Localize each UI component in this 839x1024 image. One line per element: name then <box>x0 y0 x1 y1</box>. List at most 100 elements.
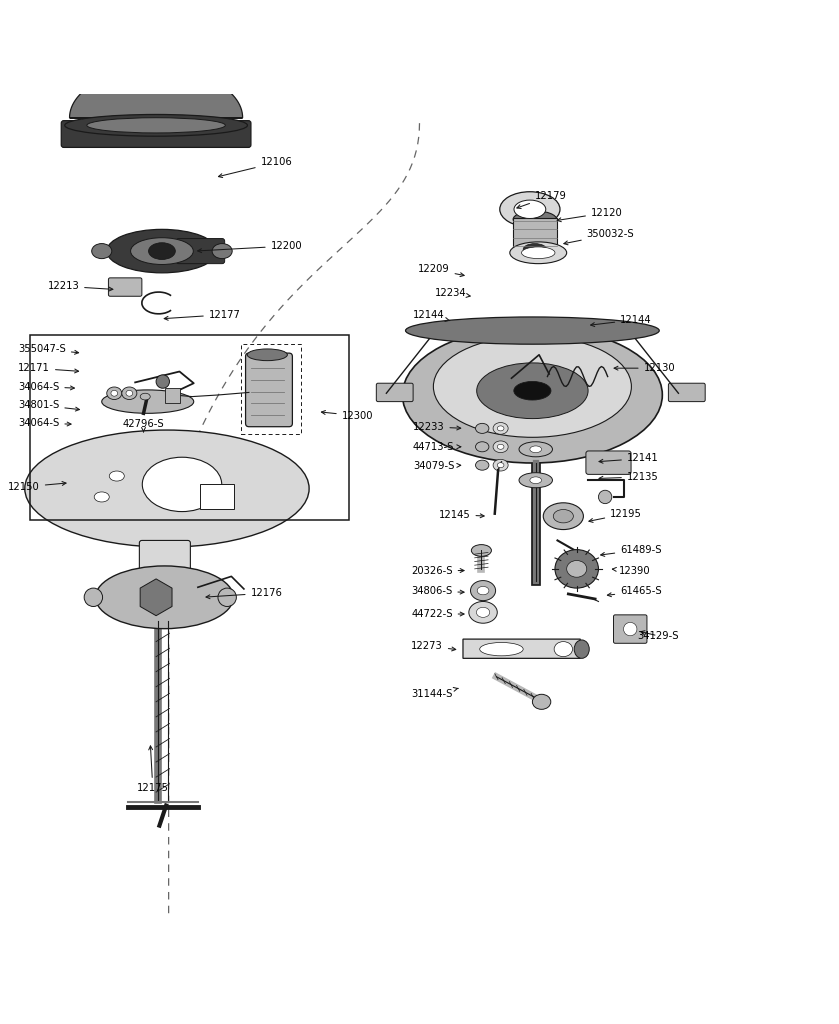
Ellipse shape <box>149 243 175 259</box>
Ellipse shape <box>477 587 489 595</box>
Text: 12213: 12213 <box>47 282 113 291</box>
Text: 34064-S: 34064-S <box>18 382 75 391</box>
Ellipse shape <box>476 423 489 433</box>
Ellipse shape <box>510 242 566 263</box>
Ellipse shape <box>493 441 508 453</box>
Ellipse shape <box>519 441 552 457</box>
Ellipse shape <box>104 27 116 42</box>
Ellipse shape <box>65 115 248 136</box>
Text: 12177: 12177 <box>164 309 241 321</box>
Ellipse shape <box>96 566 233 629</box>
Ellipse shape <box>109 471 124 481</box>
Polygon shape <box>463 639 583 658</box>
Bar <box>513 218 556 250</box>
Text: 12150: 12150 <box>8 481 66 492</box>
FancyBboxPatch shape <box>246 353 293 427</box>
Ellipse shape <box>476 460 489 470</box>
Bar <box>165 388 180 403</box>
Text: 350032-S: 350032-S <box>564 229 634 245</box>
Ellipse shape <box>140 393 150 400</box>
Ellipse shape <box>513 211 556 227</box>
FancyBboxPatch shape <box>198 0 228 34</box>
Ellipse shape <box>122 387 137 399</box>
Ellipse shape <box>212 244 232 259</box>
FancyBboxPatch shape <box>176 239 225 263</box>
Bar <box>201 484 234 510</box>
Ellipse shape <box>498 444 504 450</box>
Circle shape <box>156 375 169 388</box>
Circle shape <box>598 490 612 504</box>
Ellipse shape <box>405 317 659 344</box>
Ellipse shape <box>84 588 102 606</box>
Ellipse shape <box>93 0 105 12</box>
Text: 12145: 12145 <box>439 510 484 519</box>
Ellipse shape <box>480 642 524 655</box>
Ellipse shape <box>25 430 309 547</box>
Text: 34801-S: 34801-S <box>18 400 80 411</box>
Ellipse shape <box>102 390 194 414</box>
FancyBboxPatch shape <box>613 614 647 643</box>
Ellipse shape <box>471 581 496 601</box>
Ellipse shape <box>107 229 217 272</box>
FancyBboxPatch shape <box>122 0 153 19</box>
Ellipse shape <box>493 423 508 434</box>
Text: 12141: 12141 <box>599 454 659 464</box>
Text: 12144: 12144 <box>413 310 450 322</box>
Text: 44722-S: 44722-S <box>411 609 464 620</box>
FancyBboxPatch shape <box>139 541 190 574</box>
Text: 12144: 12144 <box>591 314 652 327</box>
Ellipse shape <box>477 607 490 617</box>
Text: 34079-S: 34079-S <box>413 461 461 471</box>
Text: 12390: 12390 <box>612 565 650 575</box>
Ellipse shape <box>126 390 133 396</box>
Bar <box>30 335 349 520</box>
Circle shape <box>623 623 637 636</box>
Text: 12200: 12200 <box>198 241 302 253</box>
Ellipse shape <box>248 349 288 360</box>
Ellipse shape <box>498 426 504 431</box>
Ellipse shape <box>434 336 632 437</box>
FancyBboxPatch shape <box>95 13 125 63</box>
Text: 12234: 12234 <box>435 288 470 298</box>
Text: 31144-S: 31144-S <box>411 687 458 699</box>
Ellipse shape <box>530 445 542 453</box>
Ellipse shape <box>477 362 588 419</box>
Ellipse shape <box>544 503 583 529</box>
Ellipse shape <box>522 247 555 259</box>
Ellipse shape <box>87 118 226 133</box>
Ellipse shape <box>514 200 546 218</box>
Ellipse shape <box>131 238 193 264</box>
Ellipse shape <box>143 458 221 512</box>
Ellipse shape <box>493 460 508 471</box>
Ellipse shape <box>524 244 546 255</box>
Text: 20326-S: 20326-S <box>411 565 464 575</box>
Text: 61489-S: 61489-S <box>601 545 662 556</box>
FancyBboxPatch shape <box>586 451 631 474</box>
Ellipse shape <box>513 382 551 400</box>
FancyBboxPatch shape <box>61 121 251 147</box>
Text: 34129-S: 34129-S <box>637 631 679 641</box>
Text: 12135: 12135 <box>599 472 659 482</box>
Text: 12130: 12130 <box>614 364 675 373</box>
Text: 12120: 12120 <box>557 208 623 222</box>
Ellipse shape <box>498 463 504 468</box>
FancyBboxPatch shape <box>108 278 142 296</box>
Ellipse shape <box>555 550 598 588</box>
FancyBboxPatch shape <box>84 0 114 34</box>
Text: 12273: 12273 <box>411 641 456 651</box>
Ellipse shape <box>476 441 489 452</box>
Text: 12233: 12233 <box>413 422 461 432</box>
Ellipse shape <box>500 191 560 227</box>
Ellipse shape <box>218 588 237 606</box>
FancyBboxPatch shape <box>159 0 190 19</box>
Ellipse shape <box>530 477 542 483</box>
Ellipse shape <box>554 642 572 656</box>
Text: 12171: 12171 <box>18 364 79 373</box>
Text: 355047-S: 355047-S <box>18 344 79 354</box>
Ellipse shape <box>207 0 219 12</box>
Text: 34806-S: 34806-S <box>411 587 464 596</box>
Ellipse shape <box>403 327 662 463</box>
Text: 44713-S: 44713-S <box>413 441 461 452</box>
Ellipse shape <box>472 545 492 556</box>
Ellipse shape <box>566 560 586 578</box>
